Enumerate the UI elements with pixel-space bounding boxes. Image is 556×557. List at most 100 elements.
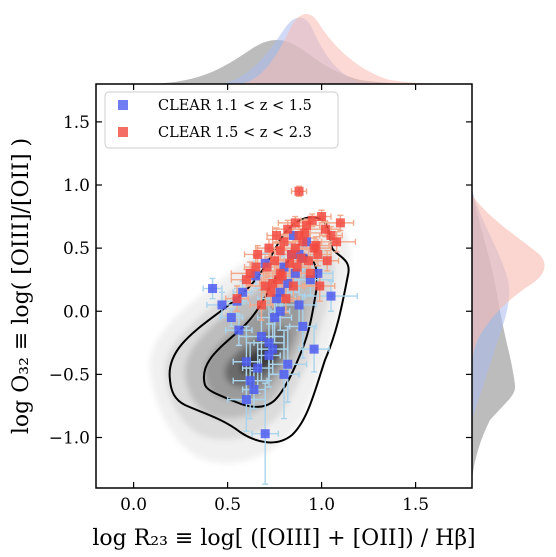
legend: CLEAR 1.1 < z < 1.5 CLEAR 1.5 < z < 2.3 [104, 91, 339, 149]
red-series-point [232, 294, 242, 304]
blue-series-point [249, 385, 259, 395]
red-series-point [311, 241, 321, 251]
y-axis-label: log O₃₂ ≡ log( [OIII]/[OII] ) [9, 138, 34, 434]
legend-box [104, 91, 339, 149]
blue-series-point [256, 332, 266, 341]
blue-series-point [264, 338, 274, 348]
red-series-point [300, 228, 310, 238]
blue-series-point [264, 350, 274, 360]
blue-series-point [275, 306, 285, 316]
x-tick-label: 0.0 [120, 495, 147, 515]
blue-series-point [253, 363, 263, 373]
blue-series-point [238, 287, 248, 297]
legend-swatch-blue [118, 100, 128, 110]
red-series-point [290, 218, 300, 228]
x-tick-label: 0.5 [214, 495, 241, 515]
red-series-point [315, 281, 325, 291]
red-series-point [305, 268, 315, 278]
y-tick-label: −0.5 [49, 365, 90, 385]
red-series-point [294, 186, 304, 196]
red-series-point [256, 300, 266, 310]
red-series-point [285, 258, 295, 268]
blue-series-point [208, 284, 218, 294]
blue-series-point [234, 325, 244, 335]
blue-series-point [270, 313, 280, 323]
red-series-point [271, 231, 281, 240]
plot-frame [95, 83, 473, 489]
y-tick-label: 0.5 [63, 239, 90, 259]
x-tick-label: 1.5 [402, 495, 429, 515]
red-series-point [281, 294, 291, 304]
blue-series-point [290, 268, 300, 278]
blue-series-point [279, 369, 289, 379]
red-series-point [279, 237, 289, 247]
right-marginal-red [472, 195, 545, 365]
red-series-point [251, 262, 261, 272]
red-series-point [296, 253, 306, 263]
red-series-point [303, 256, 313, 266]
blue-series-point [241, 357, 251, 367]
red-series-point [322, 256, 332, 266]
blue-series-point [313, 268, 323, 278]
red-series-point [335, 218, 345, 228]
red-series-point [241, 275, 251, 285]
y-tick-label: 1.5 [63, 113, 90, 133]
red-series-point [268, 278, 278, 288]
red-series-point [270, 256, 280, 266]
blue-series-point [251, 271, 261, 281]
red-series-point [326, 231, 336, 240]
blue-series-point [241, 395, 251, 405]
red-series-point [287, 249, 297, 259]
legend-swatch-red [118, 127, 128, 137]
blue-series-point [245, 376, 255, 386]
blue-series-point [294, 300, 304, 310]
top-marginal-density [150, 14, 460, 84]
blue-series-point [298, 321, 308, 331]
x-axis-label: log R₂₃ ≡ log[ ([OIII] + [OII]) / Hβ] [92, 526, 475, 551]
red-series-point [290, 243, 300, 253]
y-tick-label: −1.0 [49, 429, 90, 449]
blue-series-point [283, 359, 293, 369]
y-tick-label: 1.0 [63, 176, 90, 196]
legend-label-red: CLEAR 1.5 < z < 2.3 [158, 125, 312, 141]
top-marginal-red [240, 14, 460, 84]
blue-series-point [309, 344, 319, 354]
red-series-point [260, 281, 270, 291]
blue-series-point [275, 287, 285, 297]
blue-series-point [260, 429, 270, 439]
red-series-point [307, 215, 317, 225]
red-series-point [275, 246, 285, 256]
red-series-point [302, 220, 312, 230]
red-series-point [262, 262, 272, 272]
red-series-point [245, 268, 255, 278]
red-series-point [320, 224, 330, 234]
red-series-point [277, 271, 287, 281]
blue-series-point [226, 313, 236, 323]
red-series-point [288, 281, 298, 291]
red-series-point [253, 249, 263, 259]
red-series-point [313, 249, 323, 259]
blue-series-point [326, 291, 336, 301]
y-tick-label: 0.0 [63, 302, 90, 322]
red-series-point [332, 237, 342, 247]
blue-series-point [217, 300, 227, 310]
blue-series-point [268, 344, 278, 354]
red-series-markers [232, 186, 345, 310]
x-tick-label: 1.0 [308, 495, 335, 515]
y-axis-ticks: −1.0 −0.5 0.0 0.5 1.0 1.5 [49, 113, 472, 449]
red-series-point [292, 262, 302, 272]
blue-series-point [283, 278, 293, 288]
red-series-point [264, 243, 274, 253]
blue-series-point [305, 275, 315, 285]
red-series-point [317, 212, 327, 222]
red-series-point [283, 224, 293, 234]
blue-series-point [271, 294, 281, 304]
blue-series-point [288, 231, 298, 240]
red-series-point [294, 231, 304, 240]
blue-series-point [279, 262, 289, 272]
x-axis-ticks: 0.0 0.5 1.0 1.5 [120, 84, 429, 515]
red-series-point [298, 237, 308, 247]
red-series-point [266, 287, 276, 297]
legend-label-blue: CLEAR 1.1 < z < 1.5 [158, 98, 312, 114]
